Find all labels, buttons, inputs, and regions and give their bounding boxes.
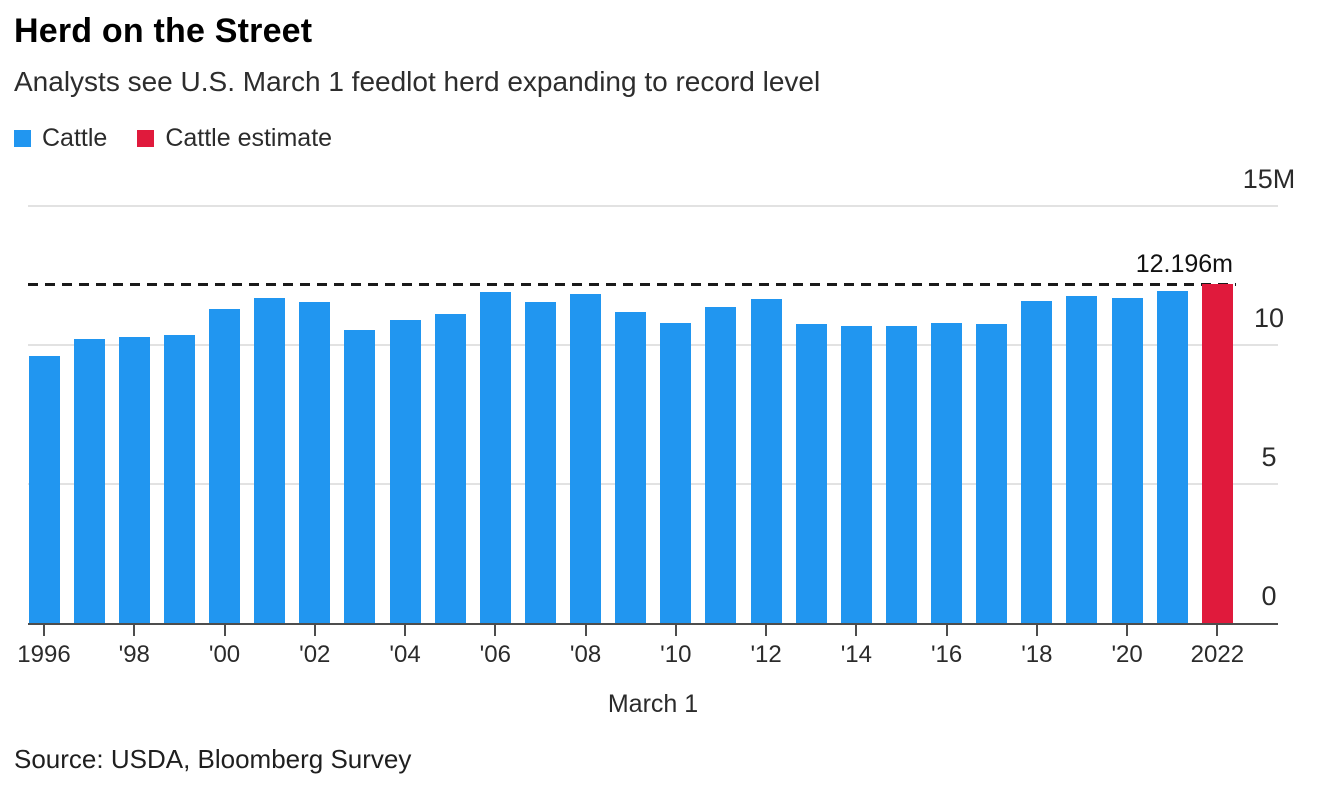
y-tick-label-0: 0 xyxy=(1261,581,1277,611)
record-value-annotation: 12.196m xyxy=(1135,249,1233,278)
x-tick-label-2008: '08 xyxy=(569,641,602,668)
x-tick-label-2012: '12 xyxy=(750,641,782,668)
chart-subtitle: Analysts see U.S. March 1 feedlot herd e… xyxy=(14,66,821,97)
bar-1999 xyxy=(163,335,195,623)
bar-2021 xyxy=(1156,290,1188,623)
x-tick-label-2000: '00 xyxy=(208,641,241,668)
chart-title: Herd on the Street xyxy=(14,12,313,50)
x-tick-2020 xyxy=(1126,623,1129,636)
x-axis-line xyxy=(28,623,1278,625)
legend-label: Cattle xyxy=(42,124,108,152)
x-tick-2008 xyxy=(584,623,587,636)
bar-2010 xyxy=(660,322,692,623)
bar-2001 xyxy=(254,297,286,623)
x-tick-2000 xyxy=(223,623,226,636)
x-tick-2016 xyxy=(945,623,948,636)
y-tick-label-10: 10 xyxy=(1253,303,1285,333)
legend-swatch-icon xyxy=(14,130,31,147)
bar-2009 xyxy=(615,311,647,623)
x-tick-label-2016: '16 xyxy=(930,641,963,668)
x-tick-2010 xyxy=(674,623,677,636)
y-tick-label-5: 5 xyxy=(1261,442,1277,472)
bar-2007 xyxy=(524,301,556,623)
x-tick-label-2018: '18 xyxy=(1021,641,1053,668)
x-axis-title: March 1 xyxy=(607,690,699,718)
legend-label: Cattle estimate xyxy=(165,124,333,152)
chart-legend: Cattle Cattle estimate xyxy=(14,124,332,153)
gridline-5 xyxy=(28,483,1278,485)
y-tick-label-15M: 15M xyxy=(1242,164,1296,194)
bar-2008 xyxy=(570,293,602,623)
x-tick-2022 xyxy=(1216,623,1219,636)
bar-2022-estimate xyxy=(1201,283,1233,623)
x-tick-label-2010: '10 xyxy=(660,641,692,668)
x-tick-label-2014: '14 xyxy=(840,641,872,668)
bar-2000 xyxy=(209,308,241,623)
legend-item-cattle-estimate: Cattle estimate xyxy=(137,124,332,153)
bar-2016 xyxy=(931,322,963,623)
x-tick-1996 xyxy=(43,623,45,636)
bar-2019 xyxy=(1066,296,1098,623)
x-tick-2006 xyxy=(494,623,497,636)
bar-2014 xyxy=(840,325,872,623)
bar-2018 xyxy=(1021,300,1053,623)
plot-area: 0 5 10 15M 12.196m xyxy=(28,164,1295,625)
bar-2002 xyxy=(299,301,331,623)
bar-2020 xyxy=(1111,297,1143,623)
x-tick-label-2022: 2022 xyxy=(1190,641,1245,668)
x-tick-label-2004: '04 xyxy=(389,641,421,668)
bar-2006 xyxy=(479,292,511,623)
bar-2015 xyxy=(885,325,917,623)
legend-swatch-icon xyxy=(137,130,155,147)
bar-2003 xyxy=(344,329,376,623)
bar-2017 xyxy=(976,324,1008,623)
bar-2011 xyxy=(705,307,737,623)
x-tick-2014 xyxy=(855,623,858,636)
x-tick-2004 xyxy=(404,623,407,636)
bar-2012 xyxy=(750,299,782,623)
bar-2013 xyxy=(795,324,827,623)
x-tick-label-1998: '98 xyxy=(118,641,150,668)
x-tick-label-1996: 1996 xyxy=(17,641,71,668)
record-level-dashed-line xyxy=(28,282,1236,286)
bar-1997 xyxy=(73,339,105,623)
x-tick-label-2006: '06 xyxy=(479,641,511,668)
x-tick-2002 xyxy=(313,623,316,636)
source-text: Source: USDA, Bloomberg Survey xyxy=(14,744,412,774)
x-tick-2012 xyxy=(765,623,768,636)
gridline-15M xyxy=(28,205,1278,207)
x-tick-label-2020: '20 xyxy=(1111,641,1143,668)
x-tick-2018 xyxy=(1035,623,1038,636)
gridline-10 xyxy=(28,344,1278,346)
legend-item-cattle: Cattle xyxy=(14,124,107,153)
bar-2005 xyxy=(434,314,466,623)
x-tick-label-2002: '02 xyxy=(299,641,331,668)
bar-1996 xyxy=(28,356,60,623)
bar-1998 xyxy=(118,336,150,623)
bar-2004 xyxy=(389,319,421,623)
x-tick-1998 xyxy=(133,623,136,636)
